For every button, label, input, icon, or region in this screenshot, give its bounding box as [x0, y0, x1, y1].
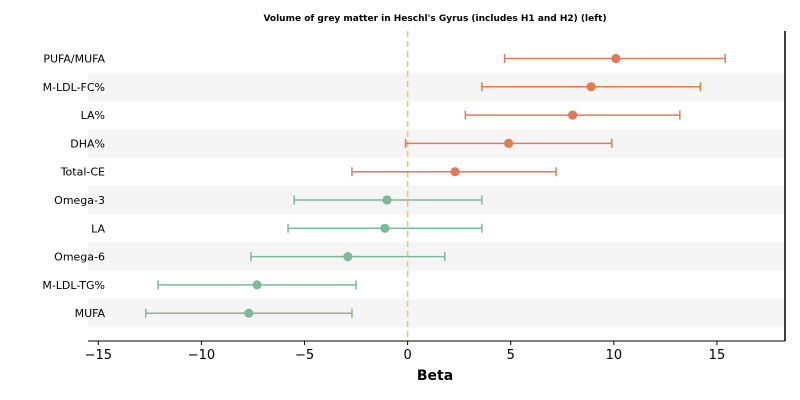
y-tick-label: Omega-6 [54, 251, 105, 264]
point-estimate [244, 308, 254, 318]
y-tick-label: DHA% [70, 137, 105, 150]
point-estimate [568, 110, 578, 120]
point-estimates [244, 53, 621, 318]
x-tick-label: 0 [403, 348, 411, 363]
x-axis-ticks: −15 −10 −5 0 5 10 15 [85, 341, 726, 363]
point-estimate [586, 82, 596, 92]
y-tick-label: M-LDL-TG% [42, 279, 105, 292]
y-tick-label: LA% [81, 109, 105, 122]
chart-title: Volume of grey matter in Heschl's Gyrus … [263, 14, 606, 24]
x-tick-label: 10 [606, 348, 623, 363]
y-tick-label: M-LDL-FC% [43, 81, 105, 94]
y-tick-label: Omega-3 [54, 194, 105, 207]
x-axis-label: Beta [417, 368, 453, 384]
y-tick-label: Total-CE [60, 166, 105, 179]
point-estimate [382, 195, 392, 205]
point-estimate [252, 280, 262, 290]
axes [88, 31, 786, 342]
x-tick-label: −15 [85, 348, 112, 363]
x-tick-label: 15 [709, 348, 726, 363]
x-tick-label: 5 [507, 348, 515, 363]
point-estimate [450, 167, 460, 177]
y-tick-label: PUFA/MUFA [43, 53, 105, 66]
x-tick-label: −5 [295, 348, 314, 363]
y-axis-ticks: PUFA/MUFA M-LDL-FC% LA% DHA% Total-CE Omega-3… [42, 53, 105, 321]
x-tick-label: −10 [188, 348, 215, 363]
point-estimate [343, 252, 353, 262]
point-estimate [611, 53, 621, 64]
y-tick-label: MUFA [75, 307, 106, 320]
y-tick-label: LA [91, 222, 105, 235]
point-estimate [380, 223, 390, 233]
point-estimate [504, 138, 514, 148]
